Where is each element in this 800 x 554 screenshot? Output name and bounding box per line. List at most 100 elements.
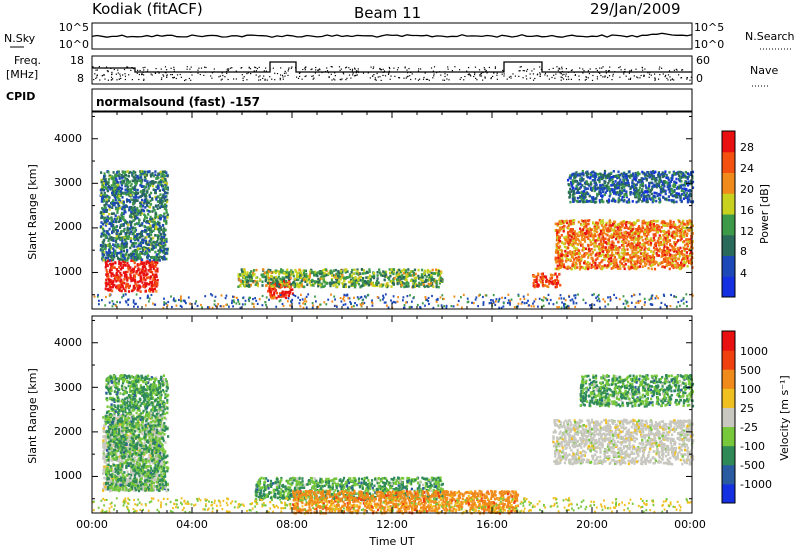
heatmap-cell <box>617 253 620 257</box>
heatmap-cell <box>585 235 588 239</box>
heatmap-cell <box>653 246 656 250</box>
heatmap-cell <box>567 230 570 234</box>
nave-dot <box>348 74 351 76</box>
heatmap-cell <box>153 220 156 224</box>
heatmap-cell <box>148 228 151 232</box>
heatmap-cell <box>151 210 154 213</box>
heatmap-cell <box>566 251 569 254</box>
heatmap-cell <box>108 212 111 216</box>
heatmap-cell <box>614 220 617 224</box>
heatmap-cell <box>101 185 104 188</box>
heatmap-cell <box>111 206 114 209</box>
heatmap-cell <box>134 265 137 269</box>
heatmap-cell <box>654 260 657 263</box>
noise-left-label: N.Sky <box>4 32 36 45</box>
heatmap-cell <box>630 242 633 245</box>
heatmap-cell <box>397 278 400 282</box>
heatmap-cell <box>157 204 160 207</box>
nave-dot <box>671 78 674 80</box>
nave-dot <box>124 75 127 77</box>
heatmap-cell <box>382 271 385 275</box>
freq-left-label-1: Freq. <box>14 54 41 67</box>
heatmap-cell <box>138 255 141 258</box>
heatmap-cell <box>160 245 163 248</box>
nave-dot <box>419 78 421 80</box>
heatmap-cell <box>237 285 240 288</box>
heatmap-cell <box>573 246 576 250</box>
nave-dot <box>648 76 650 78</box>
heatmap-cell <box>426 279 429 282</box>
nave-dot <box>428 79 430 81</box>
heatmap-cell <box>691 170 695 174</box>
heatmap-cell <box>147 283 150 286</box>
heatmap-cell <box>381 274 384 277</box>
heatmap-cell <box>593 226 596 230</box>
heatmap-cell <box>134 255 137 258</box>
heatmap-cell <box>289 285 292 288</box>
heatmap-cell <box>249 279 252 283</box>
heatmap-cell <box>104 266 107 269</box>
nave-dot <box>582 68 584 70</box>
heatmap-cell <box>242 275 245 279</box>
heatmap-cell <box>103 203 106 207</box>
nave-dot <box>658 78 660 80</box>
nave-dot <box>242 77 244 79</box>
heatmap-cell <box>555 243 558 247</box>
heatmap-cell <box>111 231 114 235</box>
heatmap-cell <box>323 280 326 284</box>
nave-dot <box>574 74 576 76</box>
heatmap-cell <box>582 234 585 237</box>
heatmap-cell <box>662 240 666 244</box>
heatmap-cell <box>131 174 134 177</box>
heatmap-cell <box>138 280 141 283</box>
heatmap-cell <box>151 256 154 259</box>
heatmap-cell <box>126 235 129 238</box>
heatmap-cell <box>673 232 677 235</box>
heatmap-cell <box>144 281 147 285</box>
heatmap-cell <box>584 200 587 204</box>
heatmap-cell <box>267 268 270 272</box>
nave-dot <box>460 77 462 79</box>
heatmap-cell <box>654 248 657 251</box>
heatmap-cell <box>574 242 578 245</box>
nave-dot <box>106 70 108 72</box>
heatmap-cell <box>140 208 143 212</box>
nave-dot <box>163 75 165 77</box>
nave-dot <box>111 71 113 73</box>
heatmap-cell <box>132 209 135 212</box>
heatmap-cell <box>284 280 288 283</box>
nave-dot <box>633 75 635 77</box>
heatmap-cell <box>660 240 663 244</box>
heatmap-cell <box>144 194 147 197</box>
heatmap-cell <box>122 287 125 290</box>
heatmap-cell <box>143 175 146 179</box>
heatmap-cell <box>568 241 571 244</box>
heatmap-cell <box>277 270 280 273</box>
nave-dot <box>675 68 677 70</box>
heatmap-cell <box>142 278 145 281</box>
nave-dot <box>143 78 145 80</box>
heatmap-cell <box>117 243 120 247</box>
heatmap-cell <box>433 279 436 283</box>
heatmap-cell <box>632 174 635 177</box>
heatmap-cell <box>145 183 148 186</box>
heatmap-cell <box>641 252 644 255</box>
heatmap-cell <box>619 267 622 270</box>
heatmap-cell <box>142 276 146 280</box>
heatmap-cell <box>100 210 103 214</box>
heatmap-cell <box>288 285 291 289</box>
heatmap-cell <box>294 270 297 273</box>
heatmap-cell <box>620 225 623 229</box>
heatmap-cell <box>314 273 317 277</box>
heatmap-cell <box>362 269 366 272</box>
heatmap-cell <box>600 220 603 223</box>
heatmap-cell <box>663 232 666 236</box>
heatmap-cell <box>154 188 157 192</box>
heatmap-cell <box>106 182 109 185</box>
heatmap-cell <box>133 215 136 218</box>
nave-dot <box>345 66 348 68</box>
heatmap-cell <box>334 276 337 279</box>
heatmap-cell <box>690 245 693 249</box>
heatmap-cell <box>568 222 571 226</box>
nave-dot <box>304 67 306 69</box>
